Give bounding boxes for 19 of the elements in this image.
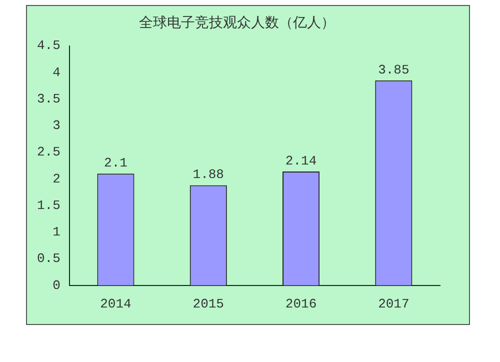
chart-title: 全球电子竞技观众人数（亿人） [139,15,335,32]
x-tick-label: 2017 [378,296,410,312]
data-label: 2.1 [104,156,128,171]
y-tick-label: 3 [52,118,60,134]
y-tick-label: 2 [52,171,60,186]
data-label: 2.14 [285,153,317,168]
x-tick-label: 2016 [285,296,317,312]
x-tick-label: 2014 [100,296,132,312]
y-tick-label: 2.5 [37,144,60,160]
y-tick-label: 3.5 [37,91,60,106]
y-tick-label: 0.5 [37,251,60,266]
y-tick-label: 4 [52,64,61,80]
data-label: 1.88 [192,167,224,182]
data-label: 3.85 [378,62,410,78]
y-tick-label: 1.5 [37,198,60,213]
y-tick-label: 0 [52,278,60,293]
y-tick-label: 1 [52,224,61,240]
y-tick-label: 4.5 [37,38,60,54]
x-tick-label: 2015 [192,296,224,312]
